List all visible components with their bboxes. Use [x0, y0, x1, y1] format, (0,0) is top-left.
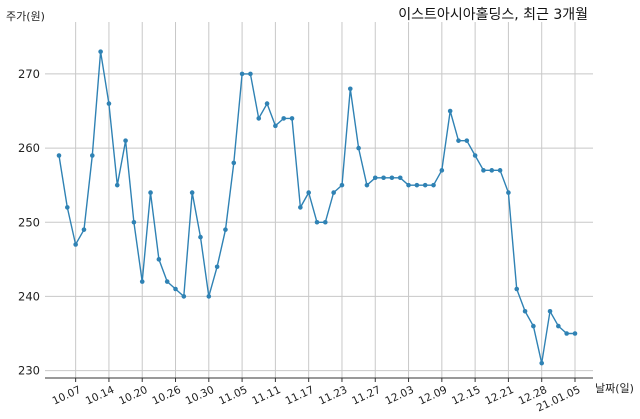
data-point: [314, 219, 320, 225]
data-point: [273, 123, 278, 129]
data-point: [572, 331, 578, 336]
data-point: [189, 190, 195, 195]
data-point: [173, 286, 178, 292]
y-tick-label: 250: [18, 215, 40, 229]
x-tick-label: 12.15: [450, 384, 482, 408]
data-point: [506, 190, 511, 195]
data-point: [81, 227, 87, 232]
data-point: [397, 175, 403, 181]
data-point: [439, 168, 445, 173]
data-point: [522, 308, 528, 314]
data-point: [206, 294, 212, 299]
x-tick-label: 10.30: [184, 384, 216, 408]
data-point: [564, 331, 569, 336]
x-ticks: 10.07 10.14 10.20 10.26 10.30 11.05 11.11 11.17…: [51, 378, 582, 414]
data-point: [239, 71, 245, 77]
data-point: [356, 145, 361, 151]
data-point: [164, 279, 170, 284]
data-point: [214, 264, 220, 270]
data-point: [73, 242, 78, 247]
data-point: [447, 108, 453, 114]
data-point: [306, 190, 311, 195]
data-point: [489, 168, 495, 173]
data-point: [331, 190, 336, 195]
data-point: [389, 175, 395, 181]
data-point: [114, 182, 120, 188]
data-point: [381, 175, 386, 181]
data-point: [98, 49, 103, 54]
data-point: [248, 71, 253, 77]
x-tick-label: 11.23: [317, 384, 349, 408]
data-point: [56, 153, 62, 158]
x-tick-label: 10.07: [51, 384, 83, 408]
data-point: [531, 323, 536, 329]
data-point: [289, 116, 295, 121]
data-point: [323, 219, 328, 225]
data-point: [372, 175, 378, 181]
data-point: [339, 182, 345, 188]
y-ticks: 230 240 250 260 270: [18, 67, 40, 378]
data-point: [414, 182, 420, 188]
data-point: [539, 360, 545, 366]
x-tick-label: 12.21: [483, 384, 515, 408]
series-price: [56, 49, 578, 366]
data-point: [431, 182, 436, 188]
data-point: [422, 182, 428, 188]
data-point: [131, 219, 137, 225]
x-tick-label: 11.17: [284, 384, 316, 408]
data-point: [256, 116, 262, 121]
data-point: [556, 323, 561, 329]
y-axis-label: 주가(원): [6, 10, 45, 23]
y-tick-label: 270: [18, 67, 40, 81]
grid: [45, 22, 593, 378]
data-point: [298, 205, 303, 210]
x-tick-label: 12.03: [383, 384, 415, 408]
data-point: [139, 279, 145, 284]
y-tick-label: 230: [18, 364, 40, 378]
data-point: [123, 138, 128, 143]
data-point: [89, 153, 95, 158]
x-tick-label: 12.09: [417, 384, 449, 408]
data-point: [65, 205, 70, 210]
x-tick-label: 10.20: [117, 384, 149, 408]
y-tick-label: 240: [18, 289, 40, 303]
data-point: [406, 182, 411, 188]
data-point: [148, 190, 153, 195]
data-point: [347, 86, 353, 92]
data-point: [106, 101, 112, 106]
data-point: [198, 234, 203, 240]
x-tick-label: 11.11: [250, 384, 282, 408]
data-point: [364, 182, 370, 188]
x-axis-label: 날짜(일): [595, 381, 634, 395]
data-point: [456, 138, 461, 143]
data-point: [181, 294, 187, 299]
data-point: [481, 168, 486, 173]
data-point: [497, 168, 503, 173]
x-tick-label: 10.14: [84, 384, 117, 408]
data-point: [223, 227, 228, 232]
data-point: [156, 257, 162, 262]
x-tick-label: 11.27: [350, 384, 382, 408]
x-tick-label: 10.26: [150, 384, 183, 408]
data-point: [514, 286, 520, 292]
data-point: [472, 153, 478, 158]
y-tick-label: 260: [18, 141, 40, 155]
chart-title: 이스트아시아홀딩스, 최근 3개월: [398, 7, 588, 23]
data-point: [231, 160, 237, 166]
x-tick-label: 11.05: [217, 384, 249, 408]
data-point: [547, 308, 553, 314]
data-point: [264, 101, 270, 106]
data-point: [281, 116, 287, 121]
data-point: [464, 138, 470, 143]
series-line: [58, 51, 575, 364]
